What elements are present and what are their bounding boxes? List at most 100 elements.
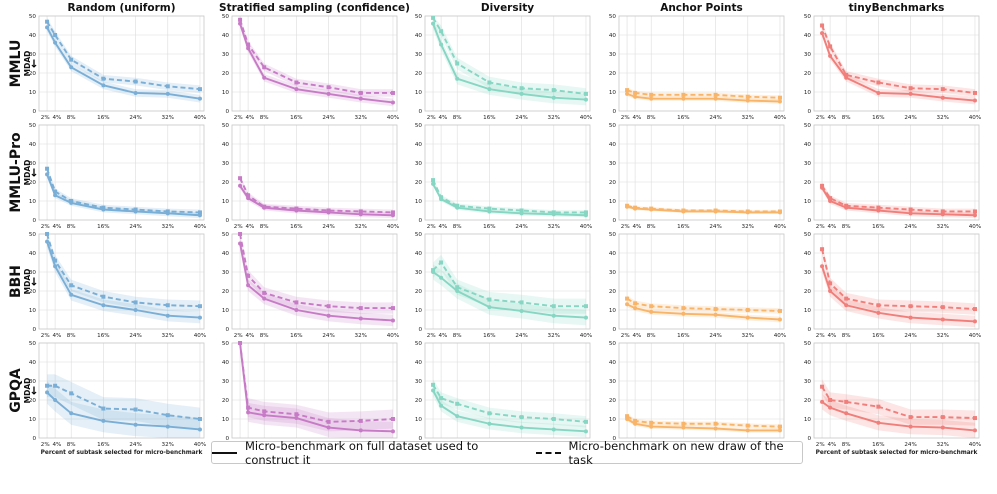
data-point-dashed (940, 87, 945, 92)
data-point-solid (487, 305, 492, 310)
row-arrow-icon: ↓ (29, 58, 38, 71)
data-point-dashed (844, 296, 849, 301)
data-point-dashed (844, 203, 849, 208)
row-title: MMLU-Pro (8, 132, 24, 213)
y-tick-label: 20 (222, 180, 230, 186)
data-point-solid (649, 309, 654, 314)
data-point-dashed (583, 304, 588, 309)
data-point-dashed (294, 412, 299, 417)
x-tick-label: 2% (816, 333, 825, 339)
data-point-dashed (455, 401, 460, 406)
data-point-dashed (820, 247, 825, 252)
y-tick-label: 20 (222, 71, 230, 77)
data-point-solid (820, 264, 825, 269)
data-point-dashed (326, 304, 331, 309)
data-point-dashed (745, 423, 750, 428)
y-tick-label: 10 (29, 308, 37, 314)
data-point-solid (820, 399, 825, 404)
x-axis-label: Percent of subtask selected for micro-be… (816, 450, 978, 456)
x-tick-label: 8% (842, 224, 851, 230)
data-point-solid (101, 303, 106, 308)
data-point-dashed (972, 90, 977, 95)
y-tick-label: 50 (609, 341, 617, 347)
x-tick-label: 32% (162, 115, 174, 121)
x-tick-label: 8% (842, 442, 851, 448)
y-tick-label: 50 (415, 14, 423, 20)
data-point-dashed (439, 195, 444, 200)
data-point-dashed (197, 417, 202, 421)
panel-frame (231, 342, 398, 439)
data-point-dashed (390, 210, 395, 215)
row-title: MMLU (8, 40, 24, 88)
row-label-2: BBH MDAD (8, 265, 32, 298)
ci-band-solid (433, 264, 586, 326)
y-tick-label: 50 (804, 232, 812, 238)
data-point-dashed (519, 300, 524, 305)
row-label-0: MMLU MDAD (8, 40, 32, 88)
column-title-1: Stratified sampling (confidence) (219, 2, 410, 14)
x-tick-label: 24% (129, 442, 141, 448)
data-point-solid (165, 424, 170, 429)
data-point-solid (455, 289, 460, 293)
data-point-solid (649, 96, 654, 101)
x-tick-label: 16% (97, 442, 109, 448)
x-tick-label: 40% (580, 333, 592, 339)
data-point-dashed (439, 29, 444, 34)
data-point-dashed (101, 406, 106, 411)
panel-frame (618, 15, 785, 112)
x-tick-label: 8% (453, 333, 462, 339)
ci-band-dashed (822, 379, 975, 426)
x-tick-label: 24% (322, 333, 334, 339)
panel-frame (813, 15, 980, 112)
y-tick-label: 0 (225, 218, 229, 224)
y-tick-label: 10 (415, 199, 423, 205)
x-tick-label: 16% (290, 115, 302, 121)
x-tick-label: 32% (162, 442, 174, 448)
y-tick-label: 20 (804, 71, 812, 77)
data-point-solid (551, 427, 556, 432)
x-tick-label: 16% (677, 115, 689, 121)
data-point-solid (439, 275, 444, 280)
data-point-solid (551, 95, 556, 100)
y-tick-label: 0 (612, 327, 616, 333)
y-tick-label: 0 (32, 109, 36, 115)
data-point-dashed (940, 415, 945, 420)
y-tick-label: 30 (804, 161, 812, 167)
data-point-dashed (777, 308, 782, 313)
data-point-dashed (165, 209, 170, 214)
x-tick-label: 16% (97, 115, 109, 121)
data-point-dashed (519, 86, 524, 91)
data-point-dashed (625, 88, 630, 93)
x-tick-label: 40% (774, 333, 786, 339)
data-point-solid (844, 411, 849, 416)
data-point-dashed (326, 208, 331, 213)
data-point-dashed (583, 210, 588, 215)
x-tick-label: 40% (969, 115, 981, 121)
panel-frame (38, 342, 205, 439)
x-tick-label: 4% (827, 224, 836, 230)
y-tick-label: 20 (415, 71, 423, 77)
x-tick-label: 40% (387, 224, 399, 230)
x-tick-label: 4% (632, 333, 641, 339)
data-point-solid (940, 317, 945, 322)
data-point-solid (326, 425, 331, 430)
y-tick-label: 50 (415, 232, 423, 238)
x-tick-label: 16% (290, 224, 302, 230)
data-point-solid (908, 91, 913, 96)
y-tick-label: 10 (222, 90, 230, 96)
data-point-solid (828, 53, 833, 58)
data-point-solid (681, 311, 686, 316)
x-tick-label: 24% (515, 115, 527, 121)
y-tick-label: 0 (612, 109, 616, 115)
x-tick-label: 40% (774, 224, 786, 230)
data-point-solid (246, 410, 251, 415)
y-tick-label: 40 (222, 33, 230, 39)
data-point-dashed (828, 398, 833, 402)
panel-frame (231, 233, 398, 330)
y-tick-label: 0 (418, 327, 422, 333)
y-tick-label: 50 (222, 14, 230, 20)
data-point-dashed (908, 304, 913, 309)
data-point-dashed (390, 417, 395, 421)
y-tick-label: 40 (222, 142, 230, 148)
